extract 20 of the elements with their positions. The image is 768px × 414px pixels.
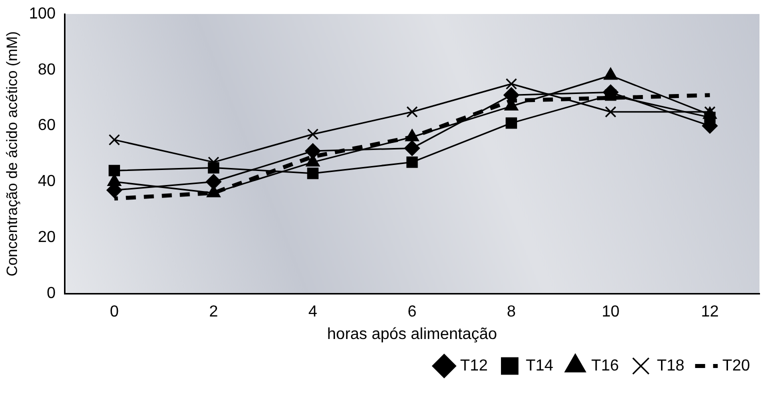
y-tick-label: 20	[38, 229, 56, 246]
y-tick-label: 80	[38, 61, 56, 78]
legend-label: T12	[460, 357, 488, 374]
x-tick-label: 8	[506, 304, 516, 321]
x-tick-label: 4	[308, 304, 318, 321]
x-tick-label: 10	[602, 304, 620, 321]
legend-label: T20	[722, 357, 750, 374]
x-tick-label: 6	[408, 304, 417, 321]
legend-label: T14	[526, 357, 554, 374]
x-tick-label: 12	[700, 304, 719, 321]
x-tick-label: 0	[110, 304, 119, 321]
x-tick-label: 2	[209, 304, 218, 321]
x-axis-title: horas após alimentação	[327, 326, 498, 343]
y-tick-label: 40	[38, 173, 56, 190]
legend-label: T18	[656, 357, 685, 374]
y-tick-label: 60	[38, 117, 56, 134]
y-tick-label: 100	[28, 5, 56, 22]
y-tick-label: 0	[46, 285, 56, 302]
y-axis-title: Concentração de ácido acético (mM)	[4, 31, 22, 276]
legend-label: T16	[591, 357, 619, 374]
